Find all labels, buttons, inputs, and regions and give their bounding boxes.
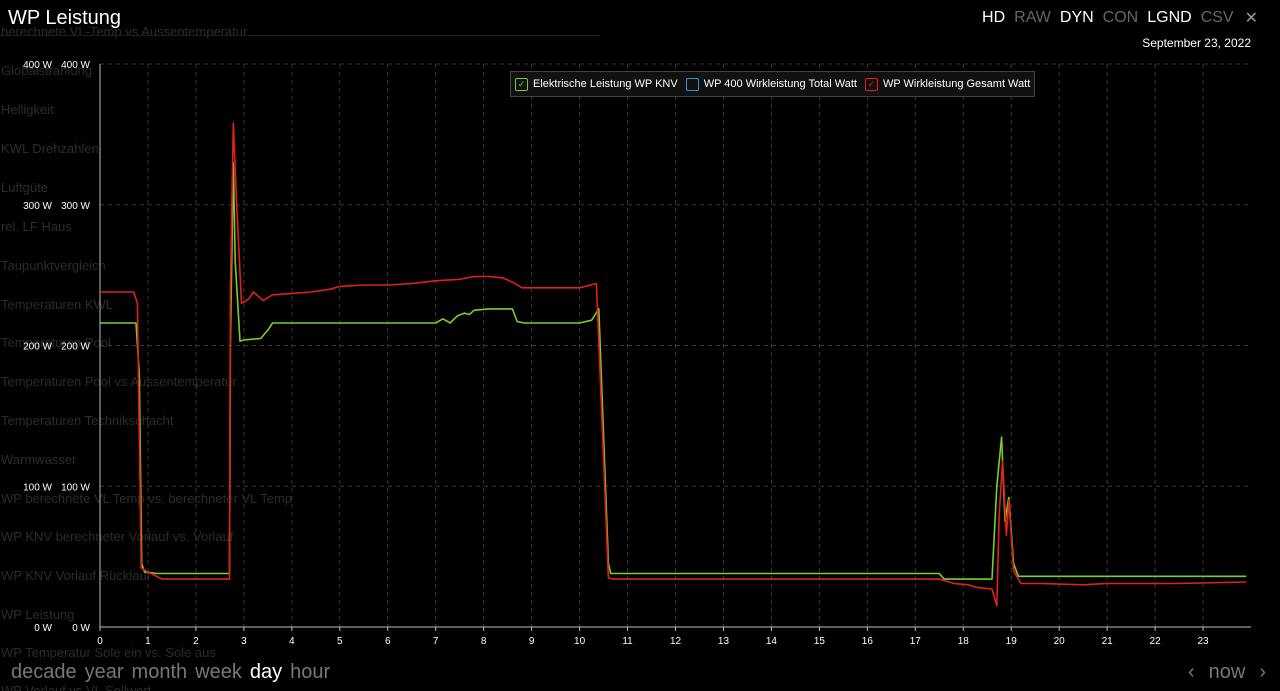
x-tick-label: 7 xyxy=(433,636,439,647)
x-tick-label: 0 xyxy=(97,636,103,647)
range-year[interactable]: year xyxy=(84,661,124,683)
time-navigation: ‹ now › xyxy=(1188,661,1266,684)
bg-list-item[interactable]: Warmwasser xyxy=(1,452,77,467)
y-tick-label: 400 W xyxy=(23,60,52,71)
now-button[interactable]: now xyxy=(1208,661,1246,683)
bg-list-item[interactable]: Temperaturen KWL xyxy=(1,297,113,312)
bg-list-item[interactable]: Helligkeit xyxy=(1,102,54,117)
x-tick-label: 4 xyxy=(289,636,295,647)
x-tick-label: 15 xyxy=(814,636,826,647)
page-title: WP Leistung xyxy=(8,7,122,29)
y-tick-label: 100 W xyxy=(61,482,90,493)
y-tick-label: 300 W xyxy=(61,201,90,212)
x-tick-label: 6 xyxy=(385,636,391,647)
bg-list-item[interactable]: WP Leistung xyxy=(1,607,75,622)
y-tick-label: 300 W xyxy=(23,201,52,212)
legend-label: WP Wirkleistung Gesamt Watt xyxy=(882,78,1031,90)
x-tick-label: 11 xyxy=(622,636,633,647)
legend-item-wp400[interactable]: WP 400 Wirkleistung Total Watt xyxy=(685,77,857,91)
checkbox-icon xyxy=(685,77,699,91)
hd-toggle[interactable]: HD xyxy=(982,9,1006,26)
x-tick-label: 17 xyxy=(910,636,922,647)
close-icon[interactable]: ✕ xyxy=(1244,10,1258,27)
x-tick-label: 18 xyxy=(958,636,970,647)
series-line-2 xyxy=(100,122,1247,607)
x-tick-label: 12 xyxy=(670,636,682,647)
range-day[interactable]: day xyxy=(249,661,283,683)
date-label: September 23, 2022 xyxy=(1142,36,1251,50)
x-tick-label: 1 xyxy=(145,636,151,647)
bg-list-item[interactable]: WP KNV berechneter Vorlauf vs. Vorlauf xyxy=(1,529,234,544)
legend-item-elektrische-leistung[interactable]: ✓ Elektrische Leistung WP KNV xyxy=(515,77,678,91)
checkbox-icon: ✓ xyxy=(864,77,878,91)
bg-list-item[interactable]: KWL Drehzahlen xyxy=(1,141,99,156)
x-tick-label: 9 xyxy=(529,636,535,647)
next-arrow-icon[interactable]: › xyxy=(1259,661,1266,683)
bg-list-item[interactable]: WP Vorlauf vs VL Sollwert xyxy=(1,683,152,691)
range-decade[interactable]: decade xyxy=(11,661,77,683)
legend-label: WP 400 Wirkleistung Total Watt xyxy=(703,78,857,90)
bg-list-item[interactable]: Temperaturen Technikschacht xyxy=(1,413,174,428)
range-month[interactable]: month xyxy=(131,661,188,683)
y-tick-label: 0 W xyxy=(34,623,52,634)
chart-legend: ✓ Elektrische Leistung WP KNV WP 400 Wir… xyxy=(510,71,1036,97)
series-line-0 xyxy=(100,161,1247,580)
x-tick-label: 3 xyxy=(241,636,247,647)
bg-list-item[interactable]: WP Temperatur Sole ein vs. Sole aus xyxy=(1,645,216,660)
raw-toggle[interactable]: RAW xyxy=(1014,9,1051,26)
x-tick-label: 19 xyxy=(1006,636,1018,647)
time-range-selector: decade year month week day hour xyxy=(11,661,330,684)
x-tick-label: 20 xyxy=(1054,636,1066,647)
x-tick-label: 16 xyxy=(862,636,874,647)
checkbox-icon: ✓ xyxy=(515,77,528,91)
bg-list-item[interactable]: WP KNV Vorlauf Rücklauf xyxy=(1,568,151,583)
x-tick-label: 22 xyxy=(1150,636,1162,647)
dyn-toggle[interactable]: DYN xyxy=(1059,9,1094,26)
csv-export[interactable]: CSV xyxy=(1200,9,1234,26)
range-week[interactable]: week xyxy=(195,661,242,683)
bg-list-item[interactable]: WP berechnete VL Temp vs. berechneter VL… xyxy=(1,491,292,506)
con-toggle[interactable]: CON xyxy=(1102,9,1139,26)
x-tick-label: 2 xyxy=(193,636,199,647)
legend-label: Elektrische Leistung WP KNV xyxy=(533,78,678,90)
x-tick-label: 14 xyxy=(766,636,778,647)
x-tick-label: 13 xyxy=(718,636,730,647)
bg-list-item[interactable]: rel. LF Haus xyxy=(1,219,72,234)
legend-item-wirkleistung-gesamt[interactable]: ✓ WP Wirkleistung Gesamt Watt xyxy=(864,77,1031,91)
title-divider xyxy=(0,35,600,36)
y-tick-label: 100 W xyxy=(23,482,52,493)
y-tick-label: 200 W xyxy=(61,342,90,353)
y-tick-label: 400 W xyxy=(61,60,90,71)
bg-list-item[interactable]: Luftgüte xyxy=(1,180,48,195)
bg-list-item[interactable]: Temperaturen Pool xyxy=(1,335,111,350)
range-hour[interactable]: hour xyxy=(290,661,331,683)
lgnd-toggle[interactable]: LGND xyxy=(1147,9,1192,26)
y-tick-label: 200 W xyxy=(23,342,52,353)
bg-list-item[interactable]: Globalstrahlung xyxy=(1,63,93,78)
x-tick-label: 10 xyxy=(574,636,586,647)
power-chart: 0 W 0 W 100 W 100 W 200 W 200 W 300 W 300 W 400 … xyxy=(23,60,1251,647)
x-tick-label: 21 xyxy=(1102,636,1114,647)
chart-list-background: berechnete VL-Temp vs Aussentemperatur G… xyxy=(0,0,600,691)
y-tick-label: 0 W xyxy=(72,623,90,634)
bg-list-item[interactable]: Temperaturen Pool vs Aussentemperatur xyxy=(1,374,237,389)
x-tick-label: 23 xyxy=(1197,636,1209,647)
bg-list-item[interactable]: Taupunktvergleich xyxy=(1,258,106,273)
prev-arrow-icon[interactable]: ‹ xyxy=(1187,661,1195,683)
x-tick-label: 5 xyxy=(337,636,343,647)
view-options-toolbar: HD RAW DYN CON LGND CSV ✕ xyxy=(982,8,1258,28)
x-tick-label: 8 xyxy=(481,636,487,647)
